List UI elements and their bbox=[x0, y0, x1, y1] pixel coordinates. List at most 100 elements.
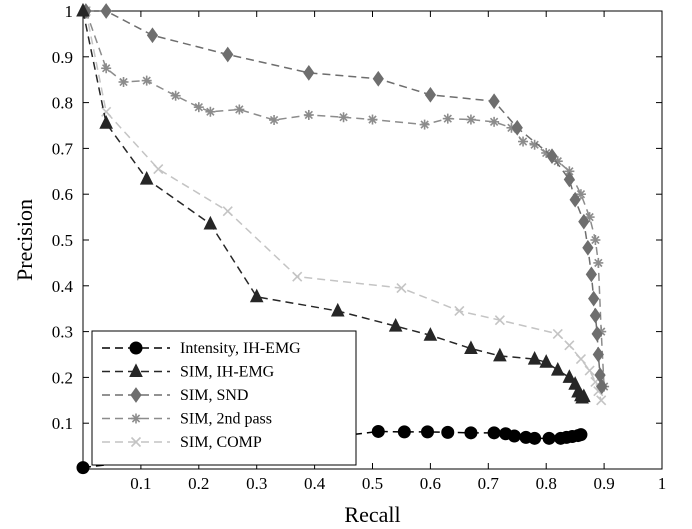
marker-stroke bbox=[553, 157, 562, 166]
data-point bbox=[465, 114, 476, 125]
marker-stroke bbox=[494, 315, 505, 326]
y-tick-label: 0.1 bbox=[52, 414, 73, 433]
marker-stroke bbox=[489, 117, 499, 127]
legend-entry: SIM, IH-EMG bbox=[102, 363, 275, 381]
data-point bbox=[222, 46, 234, 63]
series-sim-ih-emg bbox=[76, 2, 591, 404]
axis-ticks: 0.1 0.2 0.3 0.4 0.5 0.6 0.7 0.8 0.9 1 0.1 0.2 0.3 0.4… bbox=[52, 2, 667, 493]
data-point bbox=[593, 257, 604, 268]
data-point bbox=[489, 116, 500, 127]
y-tick-label: 0.2 bbox=[52, 368, 73, 387]
data-point bbox=[396, 283, 407, 294]
marker-stroke bbox=[420, 120, 429, 129]
data-point bbox=[590, 235, 601, 245]
data-point bbox=[203, 215, 218, 230]
data-point bbox=[464, 426, 478, 440]
x-tick-label: 0.6 bbox=[420, 474, 441, 493]
data-point bbox=[269, 115, 280, 126]
data-point bbox=[205, 106, 216, 117]
x-tick-label: 0.1 bbox=[130, 474, 151, 493]
data-point bbox=[563, 171, 575, 188]
marker-stroke bbox=[142, 76, 151, 85]
data-point bbox=[338, 112, 349, 123]
legend-label: SIM, COMP bbox=[180, 434, 262, 451]
y-tick-label: 0.7 bbox=[52, 139, 74, 158]
marker-stroke bbox=[206, 107, 215, 116]
legend-marker bbox=[131, 413, 141, 424]
data-point bbox=[546, 148, 558, 165]
data-point bbox=[589, 307, 602, 324]
marker-stroke bbox=[565, 167, 574, 176]
y-tick-label: 0.4 bbox=[52, 277, 74, 296]
data-point bbox=[596, 378, 608, 395]
series-intensity-ih-emg bbox=[76, 424, 588, 475]
series-line bbox=[85, 10, 603, 387]
data-point bbox=[153, 163, 164, 175]
marker-stroke bbox=[594, 258, 603, 268]
y-axis-title: Precision bbox=[12, 199, 37, 281]
data-point bbox=[170, 90, 181, 101]
data-point bbox=[388, 317, 403, 332]
marker-stroke bbox=[194, 103, 203, 112]
x-tick-label: 0.8 bbox=[536, 474, 557, 493]
marker-stroke bbox=[269, 115, 279, 125]
x-tick-label: 0.3 bbox=[246, 474, 267, 493]
data-point bbox=[574, 428, 588, 442]
legend: Intensity, IH-EMG SIM, IH-EMG SIM, SND SIM,… bbox=[91, 330, 357, 466]
marker-stroke bbox=[591, 235, 600, 245]
data-point bbox=[507, 429, 521, 443]
legend-marker bbox=[129, 363, 143, 377]
marker-stroke bbox=[222, 206, 233, 217]
x-tick-label: 0.5 bbox=[362, 474, 383, 493]
marker-stroke bbox=[443, 114, 452, 123]
data-point bbox=[442, 113, 453, 124]
data-point bbox=[494, 315, 505, 326]
marker-stroke bbox=[584, 365, 595, 376]
marker-stroke bbox=[542, 148, 551, 158]
series-layer bbox=[76, 2, 610, 475]
data-point bbox=[371, 424, 385, 438]
data-point bbox=[578, 213, 590, 230]
data-point bbox=[575, 354, 587, 365]
data-point bbox=[292, 271, 303, 282]
data-point bbox=[582, 239, 594, 256]
data-point bbox=[493, 347, 507, 362]
legend-entry: Intensity, IH-EMG bbox=[102, 340, 301, 357]
marker-stroke bbox=[575, 354, 587, 365]
data-point bbox=[397, 425, 411, 439]
data-point bbox=[118, 76, 129, 87]
data-point bbox=[552, 156, 563, 167]
data-point bbox=[552, 328, 563, 339]
data-point bbox=[330, 302, 345, 317]
data-point bbox=[464, 340, 478, 355]
data-point bbox=[511, 119, 523, 136]
data-point bbox=[222, 206, 233, 217]
legend-marker bbox=[130, 387, 142, 403]
data-point bbox=[249, 288, 264, 303]
marker-stroke bbox=[454, 305, 465, 317]
plot-area: 0.1 0.2 0.3 0.4 0.5 0.6 0.7 0.8 0.9 1 0.1 0.2 0.3 0.4… bbox=[52, 2, 667, 493]
data-point bbox=[550, 361, 565, 376]
x-tick-label: 0.9 bbox=[593, 474, 614, 493]
data-point bbox=[487, 426, 501, 440]
data-point bbox=[99, 115, 113, 129]
legend-label: SIM, IH-EMG bbox=[180, 364, 275, 381]
marker-stroke bbox=[119, 77, 128, 87]
marker-stroke bbox=[466, 115, 476, 124]
data-point bbox=[441, 425, 455, 439]
data-point bbox=[100, 3, 112, 19]
data-point bbox=[424, 86, 437, 103]
marker-stroke bbox=[153, 163, 164, 175]
y-tick-label: 0.5 bbox=[52, 231, 73, 250]
data-point bbox=[419, 119, 430, 130]
marker-stroke bbox=[131, 414, 141, 423]
data-point bbox=[528, 431, 542, 445]
x-axis-title: Recall bbox=[344, 502, 400, 527]
data-point bbox=[588, 290, 600, 307]
marker-stroke bbox=[396, 283, 407, 294]
legend-label: SIM, 2nd pass bbox=[180, 411, 272, 428]
marker-stroke bbox=[564, 340, 575, 351]
data-point bbox=[76, 461, 90, 475]
marker-stroke bbox=[339, 113, 348, 122]
